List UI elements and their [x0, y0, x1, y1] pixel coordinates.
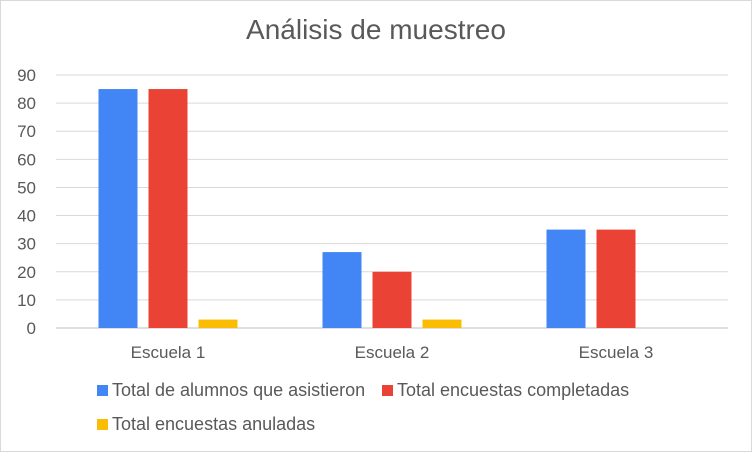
bar: [596, 229, 636, 328]
bar: [322, 252, 362, 328]
chart-title: Análisis de muestreo: [246, 14, 506, 45]
x-tick-label: Escuela 3: [579, 343, 654, 362]
legend-swatch: [382, 385, 393, 396]
legend-label: Total encuestas completadas: [397, 380, 630, 400]
y-tick-label: 50: [17, 178, 36, 197]
y-tick-label: 40: [17, 207, 36, 226]
bar: [422, 319, 462, 328]
legend-item-anuladas: Total encuestas anuladas: [97, 414, 315, 435]
bar: [546, 229, 586, 328]
legend-swatch: [97, 385, 108, 396]
legend-item-asistieron: Total de alumnos que asistieron: [97, 380, 365, 401]
legend-swatch: [97, 419, 108, 430]
bar: [198, 319, 238, 328]
y-tick-label: 90: [17, 66, 36, 85]
y-tick-label: 70: [17, 122, 36, 141]
y-tick-label: 20: [17, 263, 36, 282]
y-tick-label: 30: [17, 235, 36, 254]
bar: [148, 89, 188, 328]
legend-label: Total encuestas anuladas: [112, 414, 316, 434]
x-tick-label: Escuela 2: [355, 343, 430, 362]
y-tick-label: 0: [27, 319, 36, 338]
y-tick-label: 60: [17, 150, 36, 169]
bar: [372, 271, 412, 328]
x-tick-label: Escuela 1: [131, 343, 206, 362]
legend-label: Total de alumnos que asistieron: [112, 380, 366, 400]
legend-item-completadas: Total encuestas completadas: [382, 380, 629, 401]
bar: [98, 89, 138, 328]
y-tick-label: 10: [17, 291, 36, 310]
y-tick-label: 80: [17, 94, 36, 113]
